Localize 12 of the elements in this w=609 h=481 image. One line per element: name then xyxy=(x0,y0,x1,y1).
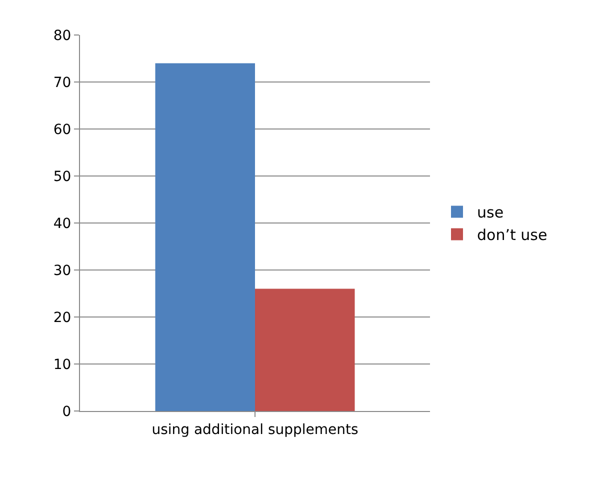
y-tick-label: 10 xyxy=(53,356,72,373)
y-tick-label: 0 xyxy=(62,404,72,420)
y-tick-label: 40 xyxy=(53,216,72,232)
y-tick-label: 50 xyxy=(53,168,72,185)
legend-label: don’t use xyxy=(477,226,548,244)
y-tick-label: 70 xyxy=(53,74,72,91)
x-tick-label: using additional supplements xyxy=(152,422,358,438)
y-tick-label: 80 xyxy=(53,28,72,44)
y-tick-label: 20 xyxy=(53,310,72,326)
legend-label: use xyxy=(477,204,504,222)
y-tick-label: 30 xyxy=(53,262,72,279)
y-tick-label: 60 xyxy=(53,122,72,138)
